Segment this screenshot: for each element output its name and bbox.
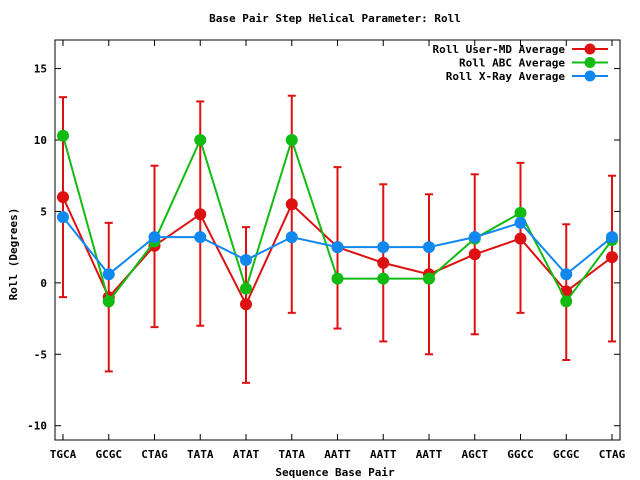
data-point-series-2 [57,211,69,224]
y-axis-label: Roll (Degrees) [7,208,20,301]
data-point-series-1 [240,282,252,295]
data-point-series-2 [468,231,481,244]
x-tick-label: GCGC [553,448,580,461]
x-tick-label: AATT [370,448,397,461]
data-point-series-0 [468,248,481,261]
data-point-series-0 [514,232,527,245]
x-tick-label: AATT [324,448,351,461]
data-point-series-1 [560,295,573,308]
legend-label: Roll X-Ray Average [446,70,566,83]
data-point-series-1 [514,206,527,219]
chart-title: Base Pair Step Helical Parameter: Roll [209,12,461,25]
data-point-series-1 [423,272,435,285]
legend-entry: Roll ABC Average [459,57,608,70]
legend-marker [584,70,596,82]
y-tick-label: -10 [27,420,47,433]
x-tick-label: AGCT [462,448,489,461]
legend-marker [584,43,596,55]
x-tick-label: ATAT [233,448,260,461]
legend-entry: Roll X-Ray Average [446,70,608,83]
data-point-series-2 [514,216,527,229]
data-point-series-0 [377,256,390,269]
x-tick-label: CTAG [599,448,626,461]
x-tick-label: CTAG [141,448,168,461]
legend-marker [584,57,596,68]
legend-entry: Roll User-MD Average [433,43,608,56]
data-point-series-2 [194,231,207,244]
data-point-series-2 [148,231,161,244]
data-point-series-0 [240,298,252,311]
data-point-series-2 [606,231,618,244]
data-point-series-2 [102,268,115,281]
legend-label: Roll ABC Average [459,57,565,70]
data-point-series-2 [423,241,435,254]
data-point-series-1 [331,272,344,285]
y-tick-label: 15 [34,63,47,76]
y-tick-label: -5 [34,348,47,361]
plot-area [57,94,618,384]
data-point-series-1 [377,272,390,285]
data-point-series-2 [331,241,344,254]
data-point-series-0 [57,191,69,204]
x-axis-label: Sequence Base Pair [275,466,395,479]
data-point-series-1 [57,129,69,142]
data-point-series-2 [560,268,573,281]
x-tick-label: GGCC [507,448,534,461]
x-tick-label: TATA [187,448,214,461]
x-tick-label: TGCA [50,448,77,461]
data-point-series-1 [285,134,298,146]
x-tick-label: TATA [279,448,306,461]
data-point-series-0 [194,208,207,221]
y-axis: -10 -5 0 5 10 15 [27,63,620,433]
x-axis: TGCA GCGC CTAG TATA ATAT TATA AATT AATT AATT AGCT… [50,40,626,461]
data-point-series-2 [285,231,298,244]
legend-label: Roll User-MD Average [433,43,566,56]
y-tick-label: 0 [40,277,47,290]
data-point-series-1 [194,134,207,146]
data-point-series-2 [377,241,390,254]
data-point-series-2 [240,254,252,266]
x-tick-label: AATT [416,448,443,461]
y-tick-label: 5 [40,205,47,218]
data-point-series-0 [606,251,618,264]
data-point-series-0 [285,198,298,211]
data-point-series-1 [102,295,115,308]
y-tick-label: 10 [34,134,47,147]
x-tick-label: GCGC [96,448,123,461]
